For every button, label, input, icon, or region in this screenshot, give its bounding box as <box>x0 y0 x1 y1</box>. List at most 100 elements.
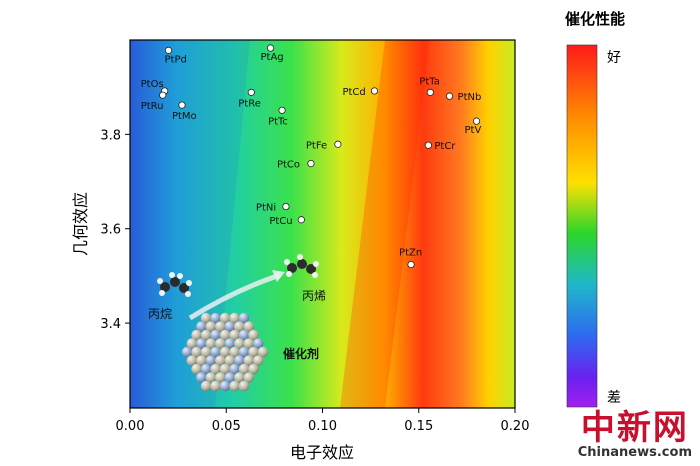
y-tick-label: 3.4 <box>100 317 121 332</box>
catalyst-atom <box>215 321 226 332</box>
catalyst-atom <box>191 346 202 358</box>
watermark-logo: 中新网 <box>580 408 689 448</box>
catalyst-atom <box>215 372 226 383</box>
catalyst-atom <box>224 338 235 349</box>
catalyst-atom <box>200 346 212 358</box>
catalyst-atom <box>229 380 240 392</box>
catalyst-atom <box>257 346 269 358</box>
reactant-label: 丙烷 <box>148 307 172 321</box>
data-point-ptmo <box>178 101 186 109</box>
colorbar-bottom-label: 差 <box>607 390 621 406</box>
data-point-ptco <box>307 160 315 168</box>
catalyst-atom <box>200 329 212 341</box>
catalyst-atom <box>253 355 264 366</box>
catalyst-atom <box>234 321 245 332</box>
data-points: PtPd PtAg PtOs PtRu PtMo PtRe PtTc PtCd PtTa PtNb… <box>141 44 482 269</box>
point-label-ptpd: PtPd <box>165 54 187 65</box>
catalyst-atom <box>229 363 240 375</box>
catalyst-atom <box>200 363 212 375</box>
catalyst-atom <box>229 312 240 324</box>
catalyst-atom <box>248 346 259 358</box>
catalyst-atom <box>243 355 254 366</box>
catalyst-atom <box>248 363 259 375</box>
data-point-ptpd <box>164 46 173 54</box>
catalyst-atom <box>200 380 212 392</box>
catalyst-atom <box>234 338 245 349</box>
data-point-ptre <box>247 88 255 96</box>
catalyst-atom <box>210 346 221 358</box>
catalyst-atom <box>181 346 193 358</box>
x-tick-label: 0.00 <box>116 419 145 434</box>
y-tick-label: 3.8 <box>100 128 121 143</box>
point-label-ptag: PtAg <box>261 52 284 63</box>
data-point-ptzn <box>407 260 415 269</box>
x-tick-label: 0.15 <box>404 419 433 434</box>
point-label-ptta: PtTa <box>419 76 440 87</box>
data-point-ptta <box>426 88 434 96</box>
point-label-ptnb: PtNb <box>458 92 482 103</box>
catalyst-atom <box>224 355 235 366</box>
catalyst-atom <box>253 338 264 349</box>
catalyst-atom <box>210 329 221 341</box>
data-point-ptcr <box>424 141 432 149</box>
catalyst-atom <box>238 363 250 375</box>
point-label-ptv: PtV <box>465 125 482 136</box>
band-overlay-red <box>340 40 430 408</box>
axis-ticks: 0.00 0.05 0.10 0.15 0.20 3.4 3.6 3.8 <box>100 128 529 434</box>
reaction-arrowhead <box>272 270 285 282</box>
catalyst-atom <box>219 363 231 375</box>
reaction-arrow <box>188 272 281 321</box>
catalyst-atom <box>243 372 254 383</box>
catalyst-atom <box>191 329 202 341</box>
catalyst-atom <box>229 346 240 358</box>
data-point-ptag <box>266 44 275 52</box>
point-label-ptco: PtCo <box>277 160 300 171</box>
catalyst-atom <box>196 338 207 349</box>
x-tick-label: 0.05 <box>212 419 241 434</box>
catalyst-atom <box>205 338 216 349</box>
catalyst-atom <box>200 312 212 324</box>
catalyst-atom <box>210 312 221 324</box>
catalyst-atom <box>238 329 250 341</box>
data-point-ptcd <box>370 87 379 95</box>
catalyst-atom <box>238 346 250 358</box>
catalyst-atom <box>219 329 231 341</box>
catalyst-atom <box>215 355 226 366</box>
point-label-ptcd: PtCd <box>342 87 365 98</box>
x-tick-label: 0.20 <box>501 419 530 434</box>
watermark-site: Chinanews.com <box>577 445 692 460</box>
catalyst-label: 催化剂 <box>283 346 319 361</box>
point-label-ptcu: PtCu <box>269 216 292 227</box>
data-point-ptru <box>159 91 167 99</box>
catalyst-atom <box>219 346 231 358</box>
propylene-molecule <box>284 254 319 278</box>
catalyst-atom <box>234 355 245 366</box>
catalyst-atom <box>219 380 231 392</box>
point-label-ptmo: PtMo <box>172 111 197 122</box>
catalyst-atom <box>243 338 254 349</box>
catalyst-atom <box>186 355 197 366</box>
catalyst-atom <box>210 380 221 392</box>
x-axis-label: 电子效应 <box>290 443 354 462</box>
watermark: 中新网 Chinanews.com <box>578 410 692 460</box>
point-label-ptcr: PtCr <box>434 141 456 152</box>
catalyst-atom <box>186 338 197 349</box>
point-label-ptre: PtRe <box>238 98 261 109</box>
catalyst-atom <box>224 372 235 383</box>
catalyst-atom <box>229 329 240 341</box>
product-label: 丙烯 <box>302 289 326 303</box>
catalyst-atom <box>191 363 202 375</box>
catalyst-atom <box>196 321 207 332</box>
catalyst-atom <box>243 321 254 332</box>
catalyst-atom <box>248 329 259 341</box>
catalyst-atom <box>196 355 207 366</box>
catalyst-atom <box>205 355 216 366</box>
data-point-ptnb <box>445 92 454 100</box>
catalyst-atom <box>219 312 231 324</box>
catalyst-illustration <box>181 312 269 392</box>
y-tick-label: 3.6 <box>100 223 121 238</box>
catalyst-atom <box>234 372 245 383</box>
catalyst-atom <box>238 380 250 392</box>
point-label-ptzn: PtZn <box>399 248 422 259</box>
